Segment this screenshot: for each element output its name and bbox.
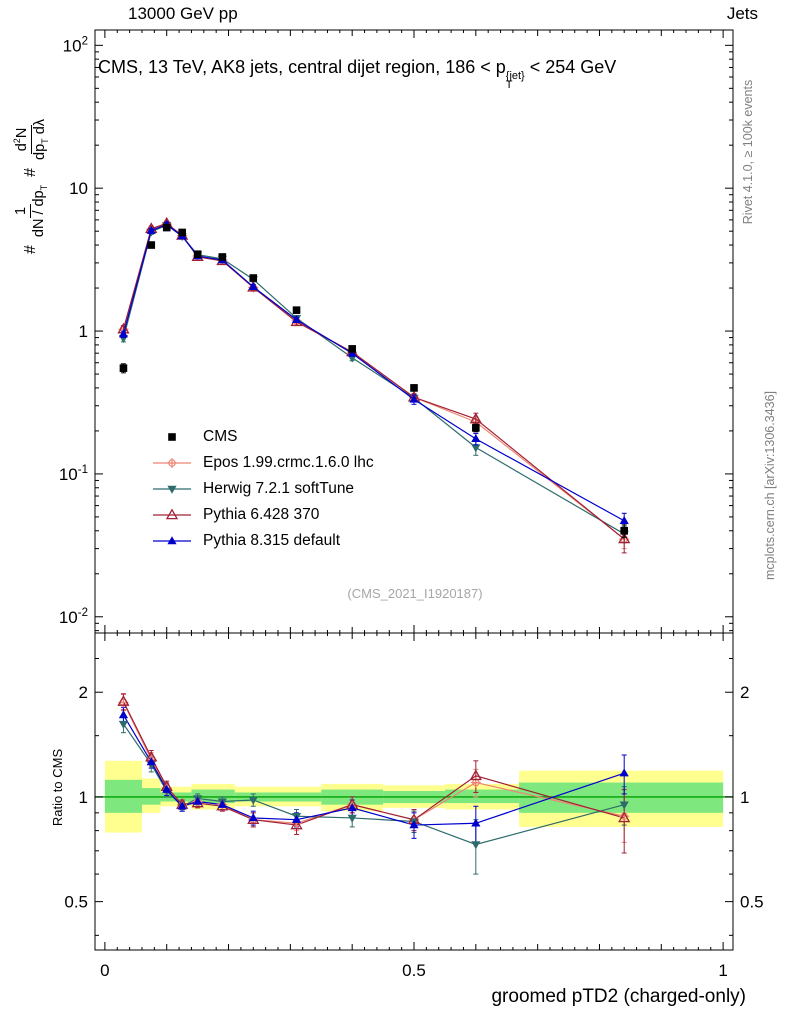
hash-symbol: # xyxy=(21,245,39,255)
svg-text:0: 0 xyxy=(100,961,109,980)
svg-text:10-2: 10-2 xyxy=(59,607,88,627)
ratio-y-axis-label: Ratio to CMS xyxy=(50,748,65,827)
pt-jet-superscript: {jet} xyxy=(505,70,525,82)
svg-text:0.5: 0.5 xyxy=(740,893,764,912)
svg-text:0.5: 0.5 xyxy=(402,961,426,980)
legend-label-pythia8: Pythia 8.315 default xyxy=(203,532,341,549)
svg-text:102: 102 xyxy=(63,35,88,55)
legend-label-cms: CMS xyxy=(203,428,238,445)
svg-text:0.5: 0.5 xyxy=(64,893,88,912)
svg-text:1: 1 xyxy=(718,961,727,980)
legend-marker-herwig-icon xyxy=(153,485,191,494)
legend-item-pythia6: Pythia 6.428 370 xyxy=(150,502,374,528)
legend-marker-pythia6-icon xyxy=(153,508,191,520)
legend-label-pythia6: Pythia 6.428 370 xyxy=(203,506,320,523)
legend-item-epos: Epos 1.99.crmc.1.6.0 lhc xyxy=(150,450,374,476)
svg-text:10: 10 xyxy=(69,179,88,198)
legend-item-pythia8: Pythia 8.315 default xyxy=(150,528,374,554)
analysis-id-watermark: (CMS_2021_I1920187) xyxy=(347,586,483,601)
svg-text:2: 2 xyxy=(740,683,749,702)
legend: CMS Epos 1.99.crmc.1.6.0 lhc Herwig 7.2.1 … xyxy=(150,424,374,554)
main-y-axis-label: # 1 dN / dpT # d2N dpT dλ xyxy=(12,33,50,338)
legend-item-herwig: Herwig 7.2.1 softTune xyxy=(150,476,374,502)
fraction-d2n-dptdlambda: d2N dpT dλ xyxy=(12,118,50,160)
svg-text:1: 1 xyxy=(79,322,88,341)
legend-label-epos: Epos 1.99.crmc.1.6.0 lhc xyxy=(203,454,374,471)
svg-text:10-1: 10-1 xyxy=(59,464,88,484)
svg-text:2: 2 xyxy=(79,683,88,702)
legend-marker-pythia8-icon xyxy=(153,536,191,545)
hash-symbol: # xyxy=(21,167,39,177)
svg-text:1: 1 xyxy=(79,788,88,807)
pt-jet-scripts: {jet} T xyxy=(505,70,525,92)
beam-energy-label: 13000 GeV pp xyxy=(128,4,238,23)
legend-item-cms: CMS xyxy=(150,424,374,450)
fraction-one-over-dndpt: 1 dN / dpT xyxy=(12,184,49,238)
x-axis-label: groomed pTD2 (charged-only) xyxy=(491,986,746,1007)
plot-title: CMS, 13 TeV, AK8 jets, central dijet reg… xyxy=(98,57,744,91)
plot-title-text: CMS, 13 TeV, AK8 jets, central dijet reg… xyxy=(98,57,506,77)
legend-label-herwig: Herwig 7.2.1 softTune xyxy=(203,480,355,497)
rivet-version-label: Rivet 4.1.0, ≥ 100k events xyxy=(741,79,755,225)
svg-text:1: 1 xyxy=(740,788,749,807)
mcplots-reference-label: mcplots.cern.ch [arXiv:1306.3436] xyxy=(763,391,777,580)
legend-marker-cms-icon xyxy=(168,433,176,441)
pt-subscript: T xyxy=(505,79,513,92)
analysis-group-label: Jets xyxy=(726,4,758,23)
legend-marker-epos-icon xyxy=(153,458,191,468)
plot-title-text-end: < 254 GeV xyxy=(524,57,617,77)
